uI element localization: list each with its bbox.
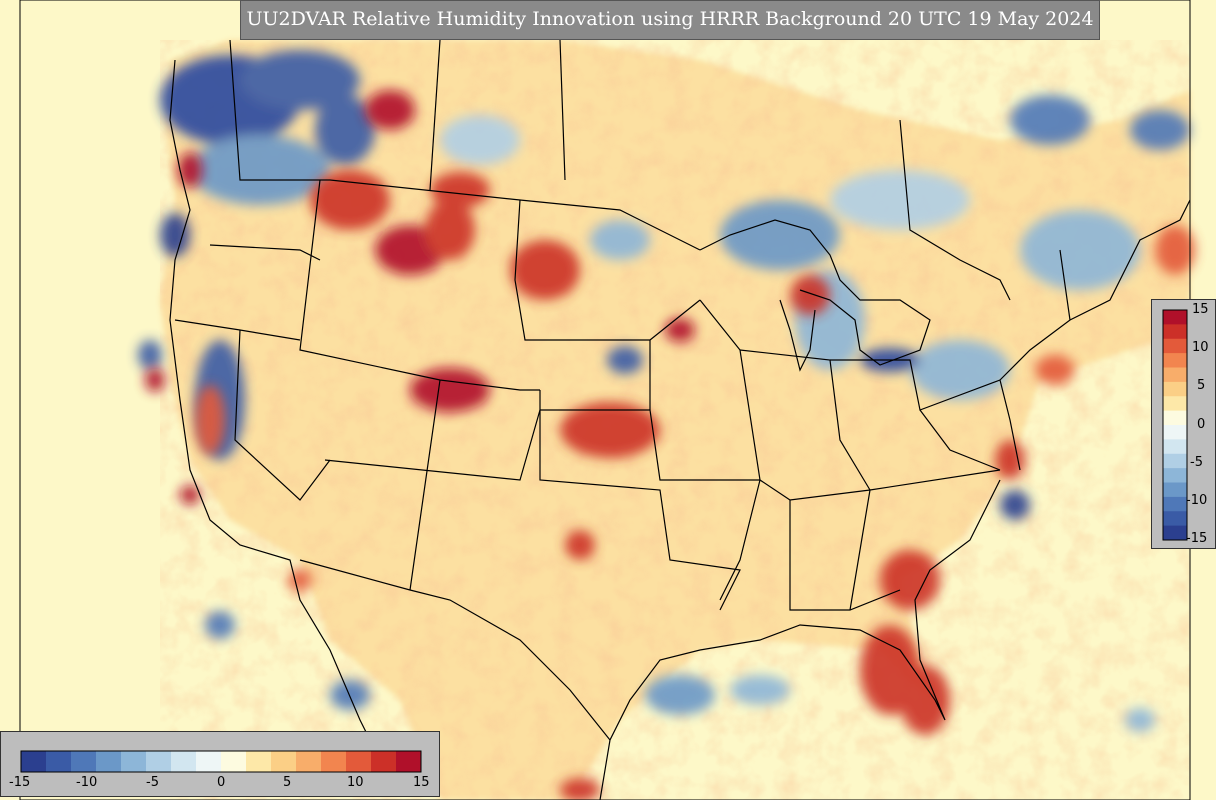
vcbar-swatch — [1163, 468, 1187, 483]
vcbar-swatch — [1163, 367, 1187, 383]
hcbar-tick-4: 5 — [283, 775, 292, 790]
hcbar-tick-6: 15 — [413, 775, 430, 790]
vcbar-swatch — [1163, 425, 1187, 440]
vcbar-swatch — [1163, 338, 1187, 354]
vcbar-swatch — [1163, 482, 1187, 498]
hcbar-swatch — [21, 751, 47, 772]
vcbar-swatch — [1163, 410, 1187, 426]
vcbar-swatch — [1163, 324, 1187, 340]
hcbar-outline — [20, 750, 422, 773]
hcbar-tick-5: 10 — [347, 775, 364, 790]
hcbar-swatch — [71, 751, 97, 772]
vcbar-swatch — [1163, 496, 1187, 512]
hcbar-tick-2: -5 — [146, 775, 159, 790]
hcbar-tick-3: 0 — [217, 775, 226, 790]
hcbar-swatch — [396, 751, 422, 772]
hcbar-swatch — [121, 751, 147, 772]
map-title: UU2DVAR Relative Humidity Innovation usi… — [246, 8, 1094, 30]
noise-texture — [160, 40, 1190, 800]
vcbar-swatch — [1163, 453, 1187, 469]
hcbar-swatch — [246, 751, 272, 772]
vcbar-tick-5: 10 — [1192, 340, 1209, 355]
hcbar-swatch — [321, 751, 347, 772]
vcbar-tick-6: 15 — [1192, 302, 1209, 317]
colorbar-horizontal: -15 -10 -5 0 5 10 15 — [0, 731, 440, 797]
hcbar-swatch — [146, 751, 172, 772]
vcbar-swatch — [1163, 525, 1187, 541]
vcbar-outline — [1162, 309, 1188, 541]
hcbar-swatch — [271, 751, 297, 772]
title-banner: UU2DVAR Relative Humidity Innovation usi… — [240, 0, 1100, 40]
vcbar-tick-4: 5 — [1197, 378, 1206, 393]
vcbar-swatch — [1163, 310, 1187, 325]
vcbar-tick-3: 0 — [1197, 417, 1206, 432]
hcbar-swatch — [221, 751, 247, 772]
hcbar-swatch — [96, 751, 122, 772]
boundaries — [169, 39, 1191, 800]
vcbar-tick-2: -5 — [1190, 455, 1203, 470]
vcbar-tick-1: -10 — [1186, 493, 1208, 508]
hcbar-swatch — [196, 751, 222, 772]
colorbar-vertical-swatches — [1162, 309, 1188, 541]
colorbar-vertical: 15 10 5 0 -5 -10 -15 — [1151, 299, 1216, 549]
hcbar-tick-1: -10 — [76, 775, 98, 790]
hcbar-swatch — [296, 751, 322, 772]
vcbar-swatch — [1163, 396, 1187, 412]
vcbar-swatch — [1163, 381, 1187, 397]
colorbar-horizontal-swatches — [20, 750, 422, 773]
hcbar-swatch — [171, 751, 197, 772]
hcbar-swatch — [371, 751, 397, 772]
hcbar-swatch — [46, 751, 72, 772]
vcbar-swatch — [1163, 353, 1187, 368]
vcbar-tick-0: -15 — [1186, 531, 1208, 546]
hcbar-swatch — [346, 751, 372, 772]
vcbar-swatch — [1163, 511, 1187, 527]
positive-innovation-areas — [145, 90, 1195, 800]
vcbar-swatch — [1163, 439, 1187, 455]
hcbar-tick-0: -15 — [9, 775, 31, 790]
